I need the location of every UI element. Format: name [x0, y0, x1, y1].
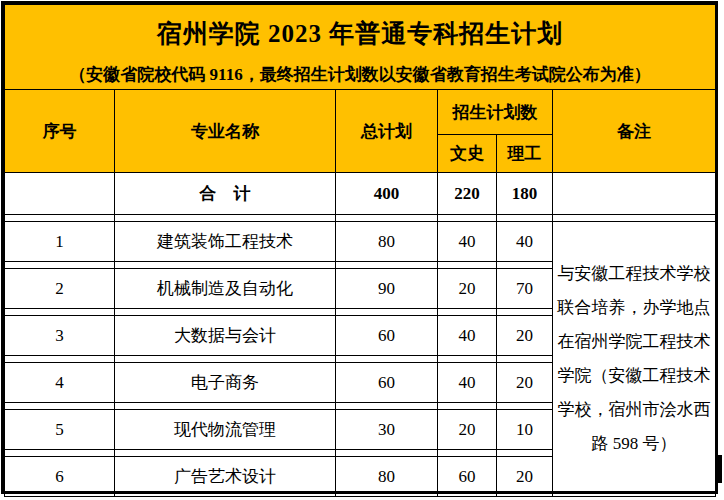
header-major: 专业名称 — [115, 90, 336, 173]
page-subtitle: （安徽省院校代码 9116，最终招生计划数以安徽省教育招生考试院公布为准） — [5, 63, 715, 86]
summary-total: 400 — [336, 173, 438, 215]
cell-science: 40 — [497, 222, 553, 262]
cell-total: 60 — [336, 363, 438, 403]
cell-liberal-arts: 20 — [438, 410, 497, 450]
cell-liberal-arts: 40 — [438, 222, 497, 262]
cell-science: 70 — [497, 269, 553, 309]
header-liberal-arts: 文史 — [438, 135, 497, 173]
enrollment-plan-table: 宿州学院 2023 年普通专科招生计划 （安徽省院校代码 9116，最终招生计划… — [1, 1, 718, 494]
enrollment-plan-page: 宿州学院 2023 年普通专科招生计划 （安徽省院校代码 9116，最终招生计划… — [0, 0, 724, 500]
cell-major: 广告艺术设计 — [115, 457, 336, 497]
header-remarks: 备注 — [553, 90, 716, 173]
summary-remarks-cell — [553, 173, 716, 215]
cell-total: 90 — [336, 269, 438, 309]
summary-label: 合 计 — [115, 173, 336, 215]
remarks-merged-cell: 与安徽工程技术学校联合培养，办学地点在宿州学院工程技术学院（安徽工程技术学校，宿… — [553, 222, 716, 497]
cell-liberal-arts: 40 — [438, 316, 497, 356]
header-total: 总计划 — [336, 90, 438, 173]
cell-index: 5 — [5, 410, 115, 450]
cell-total: 60 — [336, 316, 438, 356]
cell-total: 30 — [336, 410, 438, 450]
cell-science: 20 — [497, 457, 553, 497]
summary-science: 180 — [497, 173, 553, 215]
header-plan-group: 招生计划数 — [438, 90, 553, 135]
header-index: 序号 — [5, 90, 115, 173]
summary-liberal-arts: 220 — [438, 173, 497, 215]
table-row: 1 建筑装饰工程技术 80 40 40 与安徽工程技术学校联合培养，办学地点在宿… — [5, 222, 716, 262]
cell-index: 3 — [5, 316, 115, 356]
cell-science: 20 — [497, 316, 553, 356]
cell-major: 现代物流管理 — [115, 410, 336, 450]
cell-index: 4 — [5, 363, 115, 403]
cell-science: 10 — [497, 410, 553, 450]
summary-index-cell — [5, 173, 115, 215]
cell-liberal-arts: 60 — [438, 457, 497, 497]
cell-major: 电子商务 — [115, 363, 336, 403]
title-banner: 宿州学院 2023 年普通专科招生计划 （安徽省院校代码 9116，最终招生计划… — [5, 5, 716, 90]
cell-index: 6 — [5, 457, 115, 497]
cell-index: 2 — [5, 269, 115, 309]
cell-total: 80 — [336, 457, 438, 497]
cell-major: 大数据与会计 — [115, 316, 336, 356]
cell-liberal-arts: 40 — [438, 363, 497, 403]
cell-major: 建筑装饰工程技术 — [115, 222, 336, 262]
cell-major: 机械制造及自动化 — [115, 269, 336, 309]
page-title: 宿州学院 2023 年普通专科招生计划 — [5, 17, 715, 50]
cell-science: 20 — [497, 363, 553, 403]
cell-total: 80 — [336, 222, 438, 262]
plan-table: 宿州学院 2023 年普通专科招生计划 （安徽省院校代码 9116，最终招生计划… — [4, 4, 716, 497]
cell-liberal-arts: 20 — [438, 269, 497, 309]
row-gap — [5, 215, 716, 222]
cell-index: 1 — [5, 222, 115, 262]
summary-row: 合 计 400 220 180 — [5, 173, 716, 215]
edge-artifact-mark — [718, 455, 722, 483]
header-science: 理工 — [497, 135, 553, 173]
